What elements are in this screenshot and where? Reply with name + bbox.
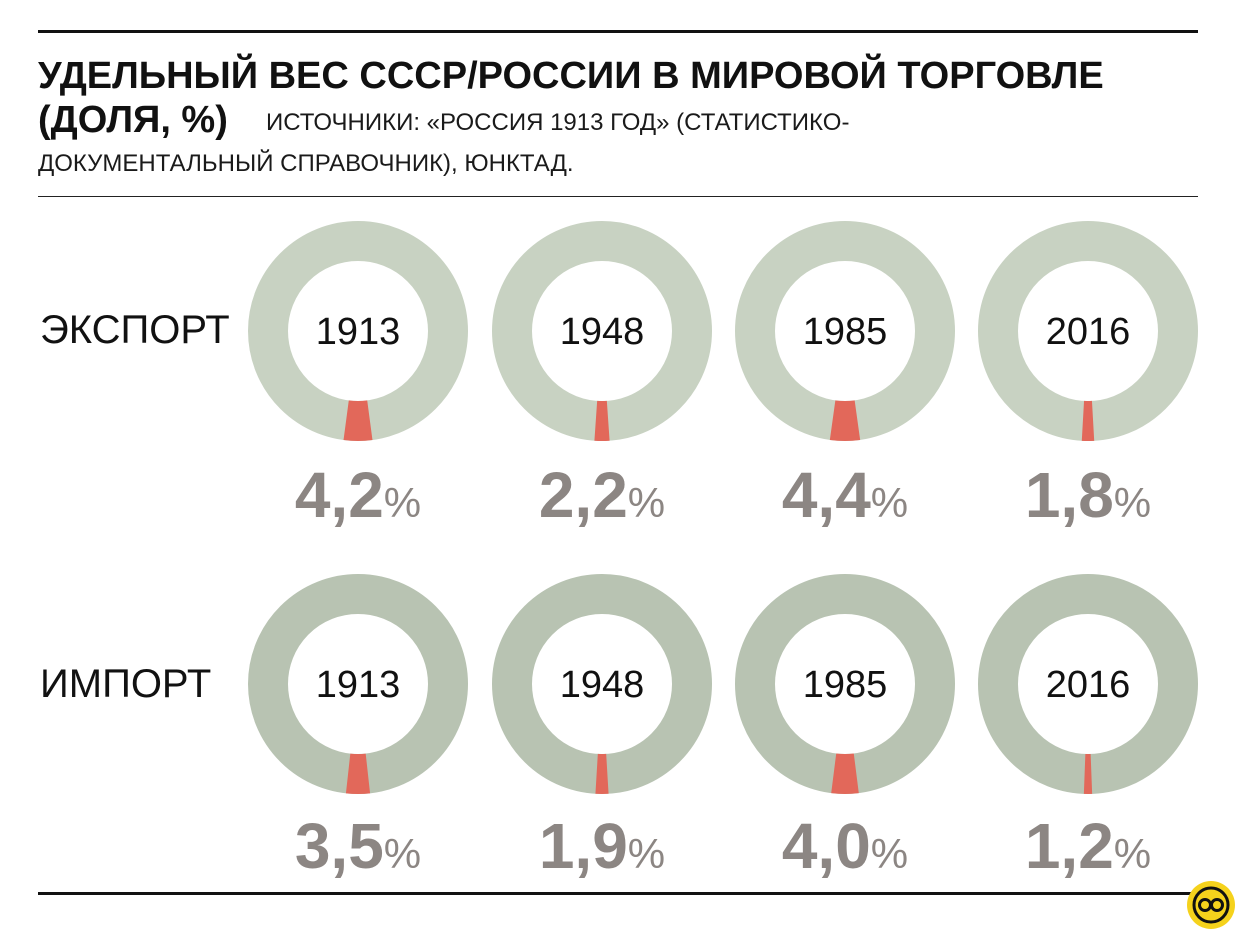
source-note-continued: ДОКУМЕНТАЛЬНЫЙ СПРАВОЧНИК), ЮНКТАД.	[38, 150, 574, 177]
top-rule	[38, 30, 1198, 33]
chart-title: УДЕЛЬНЫЙ ВЕС СССР/РОССИИ В МИРОВОЙ ТОРГО…	[38, 55, 1104, 97]
export-year-label-1913: 1913	[316, 311, 401, 353]
import-value-label-1948: 1,9%	[539, 810, 665, 882]
import-year-label-1948: 1948	[560, 664, 645, 706]
header-divider	[38, 196, 1198, 197]
export-value-label-2016: 1,8%	[1025, 459, 1151, 531]
export-share-wedge-1948	[594, 400, 610, 441]
import-share-wedge-1913	[345, 753, 371, 794]
import-share-wedge-1948	[595, 753, 609, 794]
import-share-wedge-1985	[831, 753, 859, 795]
import-value-label-2016: 1,2%	[1025, 810, 1151, 882]
import-share-wedge-2016	[1083, 753, 1093, 794]
export-year-label-1948: 1948	[560, 311, 645, 353]
export-year-label-2016: 2016	[1046, 311, 1131, 353]
import-year-label-1913: 1913	[316, 664, 401, 706]
row-label-export: ЭКСПОРТ	[40, 308, 230, 352]
export-share-wedge-1913	[343, 400, 373, 441]
export-year-label-1985: 1985	[803, 311, 888, 353]
chart-title-unit: (ДОЛЯ, %)	[38, 99, 228, 141]
import-year-label-2016: 2016	[1046, 664, 1131, 706]
publisher-logo-icon	[1187, 881, 1235, 929]
export-value-label-1913: 4,2%	[295, 459, 421, 531]
row-label-import: ИМПОРТ	[40, 662, 212, 706]
import-year-label-1985: 1985	[803, 664, 888, 706]
export-share-wedge-1985	[829, 400, 861, 441]
import-value-label-1985: 4,0%	[782, 810, 908, 882]
export-value-label-1985: 4,4%	[782, 459, 908, 531]
export-share-wedge-2016	[1081, 400, 1095, 441]
export-value-label-1948: 2,2%	[539, 459, 665, 531]
bottom-rule	[38, 892, 1198, 895]
import-value-label-1913: 3,5%	[295, 810, 421, 882]
source-note: ИСТОЧНИКИ: «РОССИЯ 1913 ГОД» (СТАТИСТИКО…	[266, 109, 850, 136]
